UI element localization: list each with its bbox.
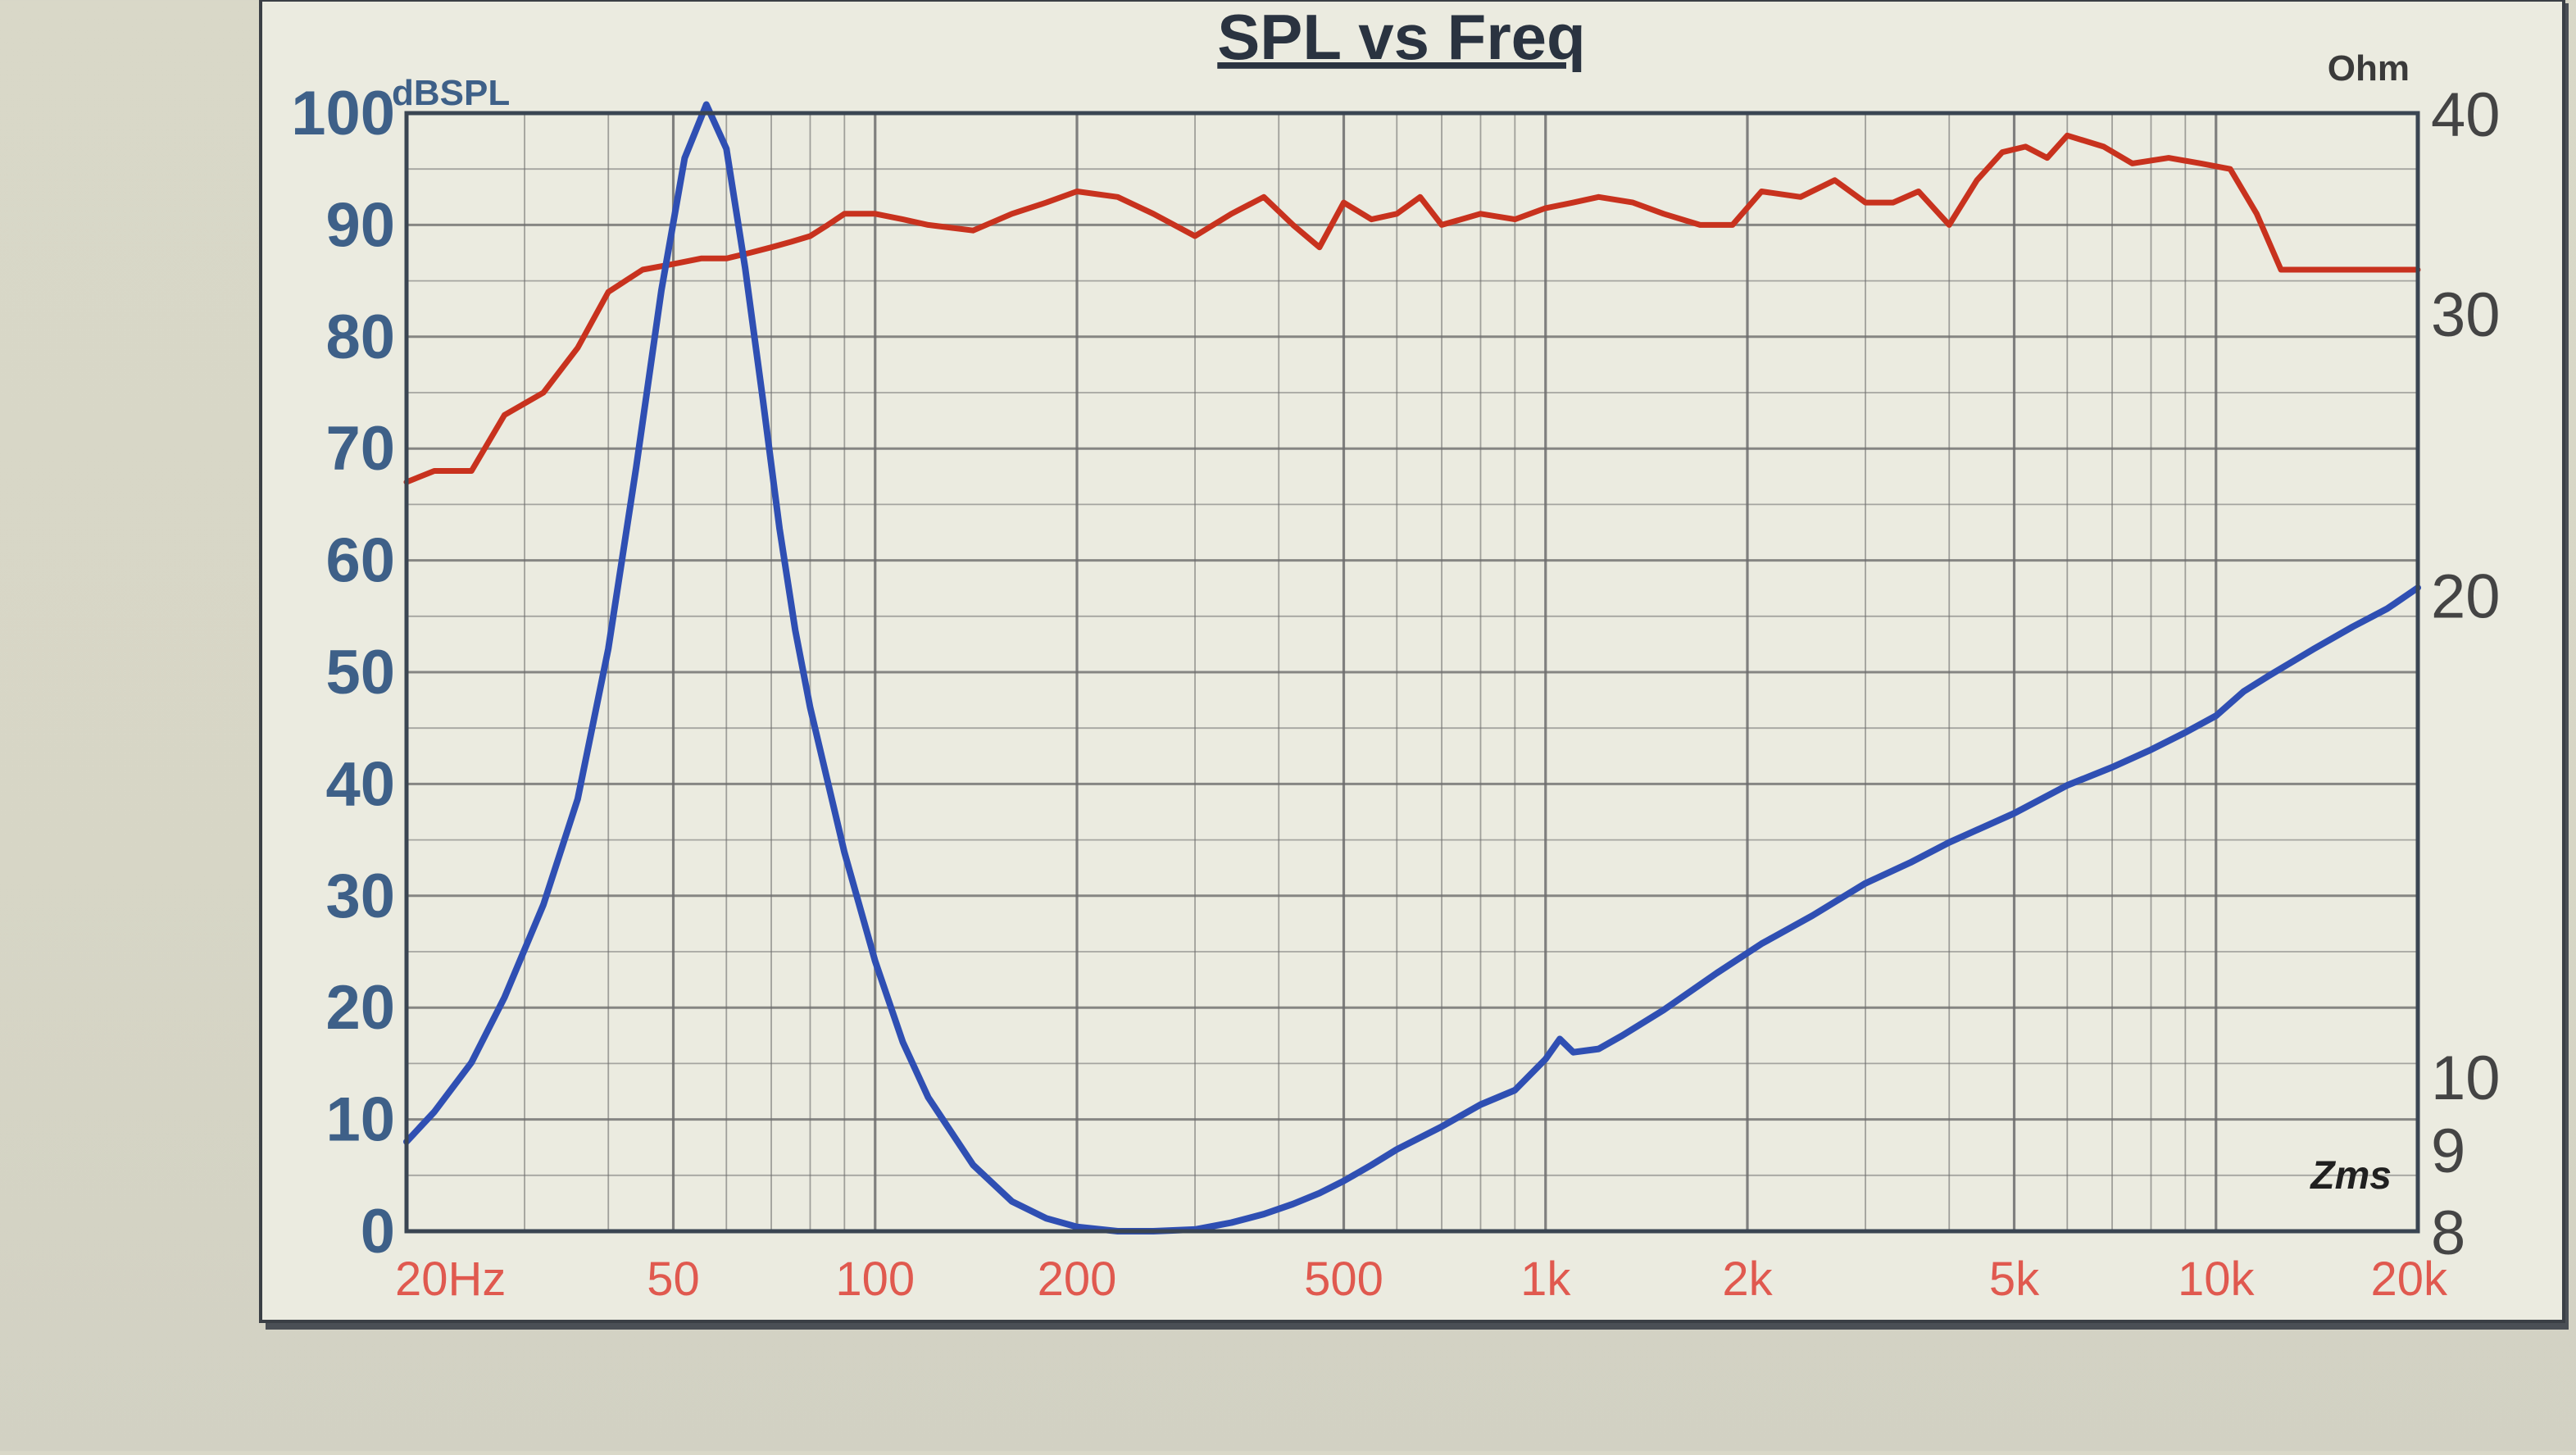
x-tick-label: 100 (835, 1253, 915, 1306)
x-tick-label: 20k (2370, 1253, 2448, 1306)
right-tick-label: 10 (2431, 1044, 2501, 1113)
right-axis-unit: Ohm (2328, 48, 2410, 89)
x-tick-label: 20Hz (395, 1253, 506, 1306)
right-tick-label: 8 (2431, 1198, 2465, 1268)
x-tick-label: 5k (1989, 1253, 2040, 1306)
chart-title: SPL vs Freq (1217, 1, 1585, 73)
x-tick-label: 2k (1722, 1253, 1773, 1306)
plot-frame (404, 111, 2420, 1234)
right-tick-label: 30 (2431, 280, 2501, 350)
x-tick-label: 200 (1038, 1253, 1117, 1306)
left-tick-label: 30 (325, 862, 395, 931)
spl-curve (403, 132, 2421, 485)
grid (405, 111, 2419, 1233)
corner-label: Zms (2309, 1154, 2392, 1198)
left-tick-label: 90 (325, 190, 395, 260)
left-tick-label: 80 (325, 302, 395, 372)
left-tick-label: 10 (325, 1085, 395, 1155)
left-tick-label: 0 (361, 1197, 395, 1266)
right-tick-label: 9 (2431, 1116, 2465, 1186)
chart-panel (259, 0, 2565, 1323)
left-tick-label: 50 (325, 638, 395, 707)
left-tick-label: 20 (325, 973, 395, 1043)
x-tick-label: 1k (1520, 1253, 1571, 1306)
x-tick-label: 10k (2178, 1253, 2256, 1306)
left-tick-label: 100 (291, 79, 395, 148)
x-tick-label: 50 (647, 1253, 700, 1306)
left-tick-label: 40 (325, 749, 395, 819)
right-tick-label: 20 (2431, 562, 2501, 631)
right-tick-label: 40 (2431, 80, 2501, 150)
left-axis-unit: dBSPL (392, 73, 510, 113)
left-tick-label: 70 (325, 414, 395, 484)
x-tick-label: 500 (1304, 1253, 1383, 1306)
left-tick-label: 60 (325, 526, 395, 596)
